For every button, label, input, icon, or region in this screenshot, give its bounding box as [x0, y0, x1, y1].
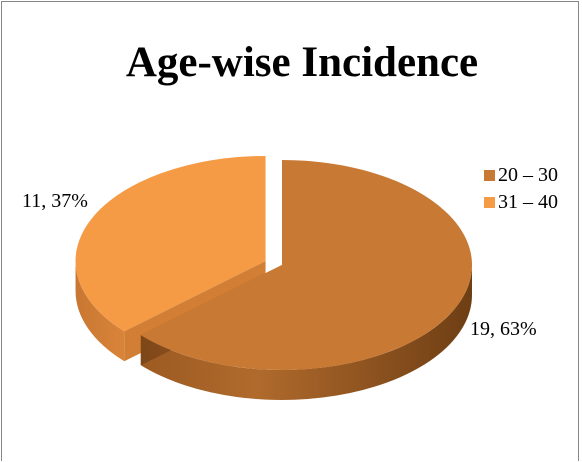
pie-slice-side-1 — [75, 260, 125, 362]
legend-swatch-icon — [484, 170, 495, 181]
legend-swatch-icon — [484, 197, 495, 208]
pie-slice-top-1 — [75, 155, 266, 332]
legend-item-20-30: 20 – 30 — [484, 162, 558, 189]
legend: 20 – 30 31 – 40 — [484, 162, 558, 216]
legend-label: 20 – 30 — [498, 164, 558, 186]
pie-slice-side-0 — [140, 265, 472, 401]
legend-label: 31 – 40 — [498, 191, 558, 213]
legend-item-31-40: 31 – 40 — [484, 189, 558, 216]
data-label-slice-0: 19, 63% — [470, 318, 537, 340]
pie-slice-top-0 — [140, 160, 472, 370]
chart-title: Age-wise Incidence — [125, 39, 479, 86]
data-label-slice-1: 11, 37% — [22, 190, 88, 212]
pie-slice-0 — [140, 160, 472, 401]
